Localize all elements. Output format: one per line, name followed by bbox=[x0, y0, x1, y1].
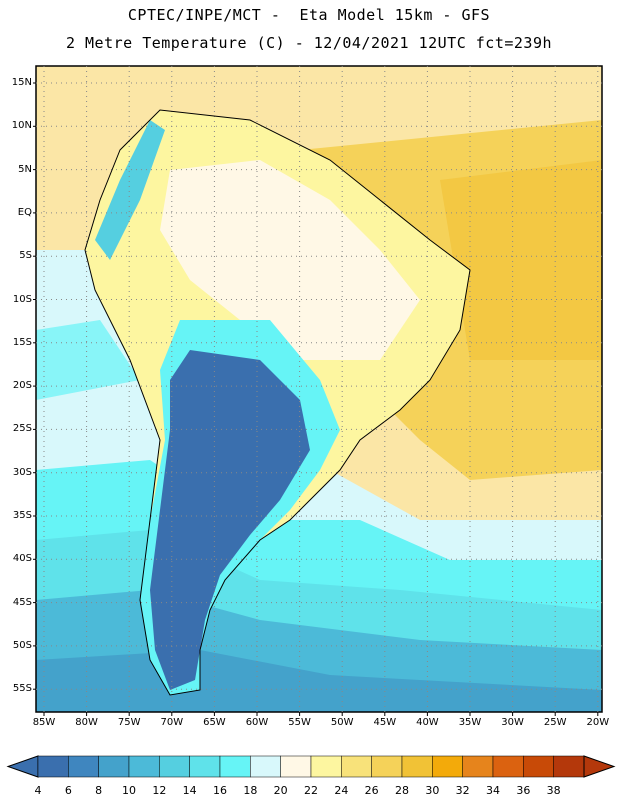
colorbar-swatch bbox=[432, 755, 463, 778]
lat-label: 35S bbox=[12, 510, 32, 521]
lat-label: 30S bbox=[12, 466, 32, 478]
colorbar-swatch bbox=[462, 755, 494, 778]
lat-label: 25S bbox=[12, 423, 32, 435]
graticule bbox=[33, 66, 602, 716]
colorbar-label: 28 bbox=[395, 784, 409, 797]
lon-label: 85W bbox=[32, 717, 56, 728]
colorbar-label: 18 bbox=[243, 784, 258, 797]
colorbar-label: 38 bbox=[546, 784, 561, 797]
colorbar-label: 30 bbox=[425, 784, 440, 797]
lon-label: 55W bbox=[288, 717, 311, 728]
lon-label: 70W bbox=[160, 717, 184, 728]
colorbar-swatch bbox=[523, 755, 554, 778]
colorbar-label: 24 bbox=[334, 784, 349, 797]
colorbar-label: 8 bbox=[95, 784, 103, 797]
colorbar-label: 14 bbox=[182, 784, 197, 797]
lat-label: 15S bbox=[12, 336, 32, 348]
colorbar-swatch bbox=[159, 755, 190, 778]
lat-label: 15N bbox=[11, 77, 32, 88]
colorbar-swatch bbox=[280, 755, 312, 778]
map-frame bbox=[35, 65, 603, 713]
colorbar-label: 4 bbox=[34, 784, 42, 797]
colorbar-swatch bbox=[310, 755, 342, 778]
colorbar-label: 12 bbox=[152, 784, 167, 797]
lat-label: 40S bbox=[12, 553, 32, 565]
lat-label: 5S bbox=[19, 250, 32, 262]
lat-label: 10N bbox=[11, 120, 32, 132]
lon-label: 65W bbox=[203, 717, 226, 728]
colorbar-low-arrow bbox=[6, 755, 39, 778]
colorbar-label: 26 bbox=[364, 784, 379, 797]
colorbar-swatch bbox=[37, 755, 69, 778]
colorbar-high-arrow bbox=[583, 755, 616, 778]
lat-label: 10S bbox=[12, 293, 32, 305]
colorbar-swatch bbox=[128, 755, 160, 778]
colorbar bbox=[6, 755, 616, 778]
colorbar-label: 22 bbox=[304, 784, 318, 797]
colorbar-swatch bbox=[492, 755, 524, 778]
lon-label: 75W bbox=[117, 717, 141, 728]
colorbar-label: 6 bbox=[64, 784, 72, 797]
lon-label: 50W bbox=[330, 717, 354, 728]
lat-label: 20S bbox=[12, 380, 32, 392]
colorbar-label: 16 bbox=[213, 784, 227, 797]
colorbar-label: 20 bbox=[273, 784, 288, 797]
coastline bbox=[84, 109, 471, 696]
colorbar-swatch bbox=[250, 755, 281, 778]
lon-label: 60W bbox=[245, 717, 269, 728]
colorbar-swatch bbox=[98, 755, 130, 778]
colorbar-label: 34 bbox=[486, 784, 500, 797]
lon-label: 80W bbox=[75, 717, 98, 728]
lat-label: EQ bbox=[17, 206, 32, 218]
colorbar-swatch bbox=[371, 755, 403, 778]
colorbar-label: 32 bbox=[455, 784, 470, 797]
lon-label: 25W bbox=[543, 717, 567, 728]
lat-label: 45S bbox=[12, 596, 32, 608]
lat-label: 5N bbox=[18, 163, 32, 175]
lon-label: 45W bbox=[373, 717, 397, 728]
lon-label: 40W bbox=[416, 717, 439, 728]
lon-label: 35W bbox=[458, 717, 482, 728]
lon-label: 30W bbox=[501, 717, 524, 728]
colorbar-swatch bbox=[341, 755, 372, 778]
lon-label: 20W bbox=[586, 717, 610, 728]
map-title: CPTEC/INPE/MCT - Eta Model 15km - GFS bbox=[127, 6, 491, 24]
lat-label: 55S bbox=[12, 683, 32, 695]
map-subtitle: 2 Metre Temperature (C) - 12/04/2021 12U… bbox=[65, 34, 553, 52]
lat-label: 50S bbox=[12, 639, 32, 651]
colorbar-swatch bbox=[68, 755, 99, 778]
colorbar-swatch bbox=[219, 755, 251, 778]
colorbar-swatch bbox=[189, 755, 221, 778]
colorbar-swatch bbox=[553, 755, 585, 778]
temperature-field bbox=[36, 66, 602, 712]
colorbar-label: 10 bbox=[122, 784, 136, 797]
colorbar-swatch bbox=[401, 755, 433, 778]
colorbar-label: 36 bbox=[516, 784, 531, 797]
